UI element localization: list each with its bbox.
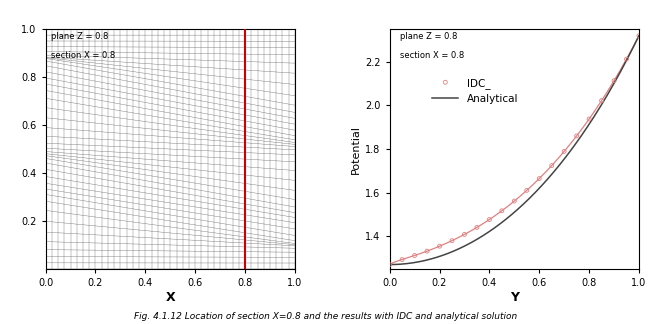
- Analytical: [612, 79, 619, 83]
- Analytical: [539, 183, 546, 187]
- IDC_: [434, 244, 445, 249]
- IDC_: [571, 133, 582, 138]
- Analytical: [534, 188, 542, 191]
- IDC_: [409, 253, 420, 258]
- Analytical: [387, 263, 394, 267]
- Legend: IDC_, Analytical: IDC_, Analytical: [432, 77, 518, 104]
- IDC_: [447, 238, 457, 243]
- X-axis label: Y: Y: [510, 291, 519, 304]
- IDC_: [546, 163, 557, 168]
- Text: Fig. 4.1.12 Location of section X=0.8 and the results with IDC and analytical so: Fig. 4.1.12 Location of section X=0.8 an…: [134, 312, 518, 321]
- Analytical: [596, 106, 604, 110]
- Line: Analytical: Analytical: [390, 36, 639, 265]
- IDC_: [634, 33, 644, 38]
- Text: section X = 0.8: section X = 0.8: [51, 51, 115, 60]
- X-axis label: X: X: [166, 291, 175, 304]
- IDC_: [609, 78, 619, 83]
- Analytical: [533, 189, 541, 192]
- IDC_: [597, 98, 607, 103]
- IDC_: [397, 257, 408, 262]
- IDC_: [584, 116, 595, 122]
- IDC_: [471, 225, 482, 230]
- IDC_: [522, 188, 532, 193]
- IDC_: [385, 262, 395, 267]
- IDC_: [497, 208, 507, 214]
- IDC_: [484, 217, 495, 222]
- IDC_: [559, 149, 569, 154]
- Analytical: [386, 263, 394, 267]
- Text: plane Z = 0.8: plane Z = 0.8: [400, 31, 457, 40]
- Y-axis label: Potential: Potential: [351, 124, 361, 174]
- IDC_: [422, 249, 432, 254]
- IDC_: [459, 232, 469, 237]
- IDC_: [621, 56, 632, 62]
- IDC_: [509, 199, 520, 204]
- IDC_: [534, 176, 544, 181]
- Text: plane Z = 0.8: plane Z = 0.8: [51, 31, 108, 40]
- Analytical: [635, 34, 643, 38]
- Text: section X = 0.8: section X = 0.8: [400, 51, 464, 60]
